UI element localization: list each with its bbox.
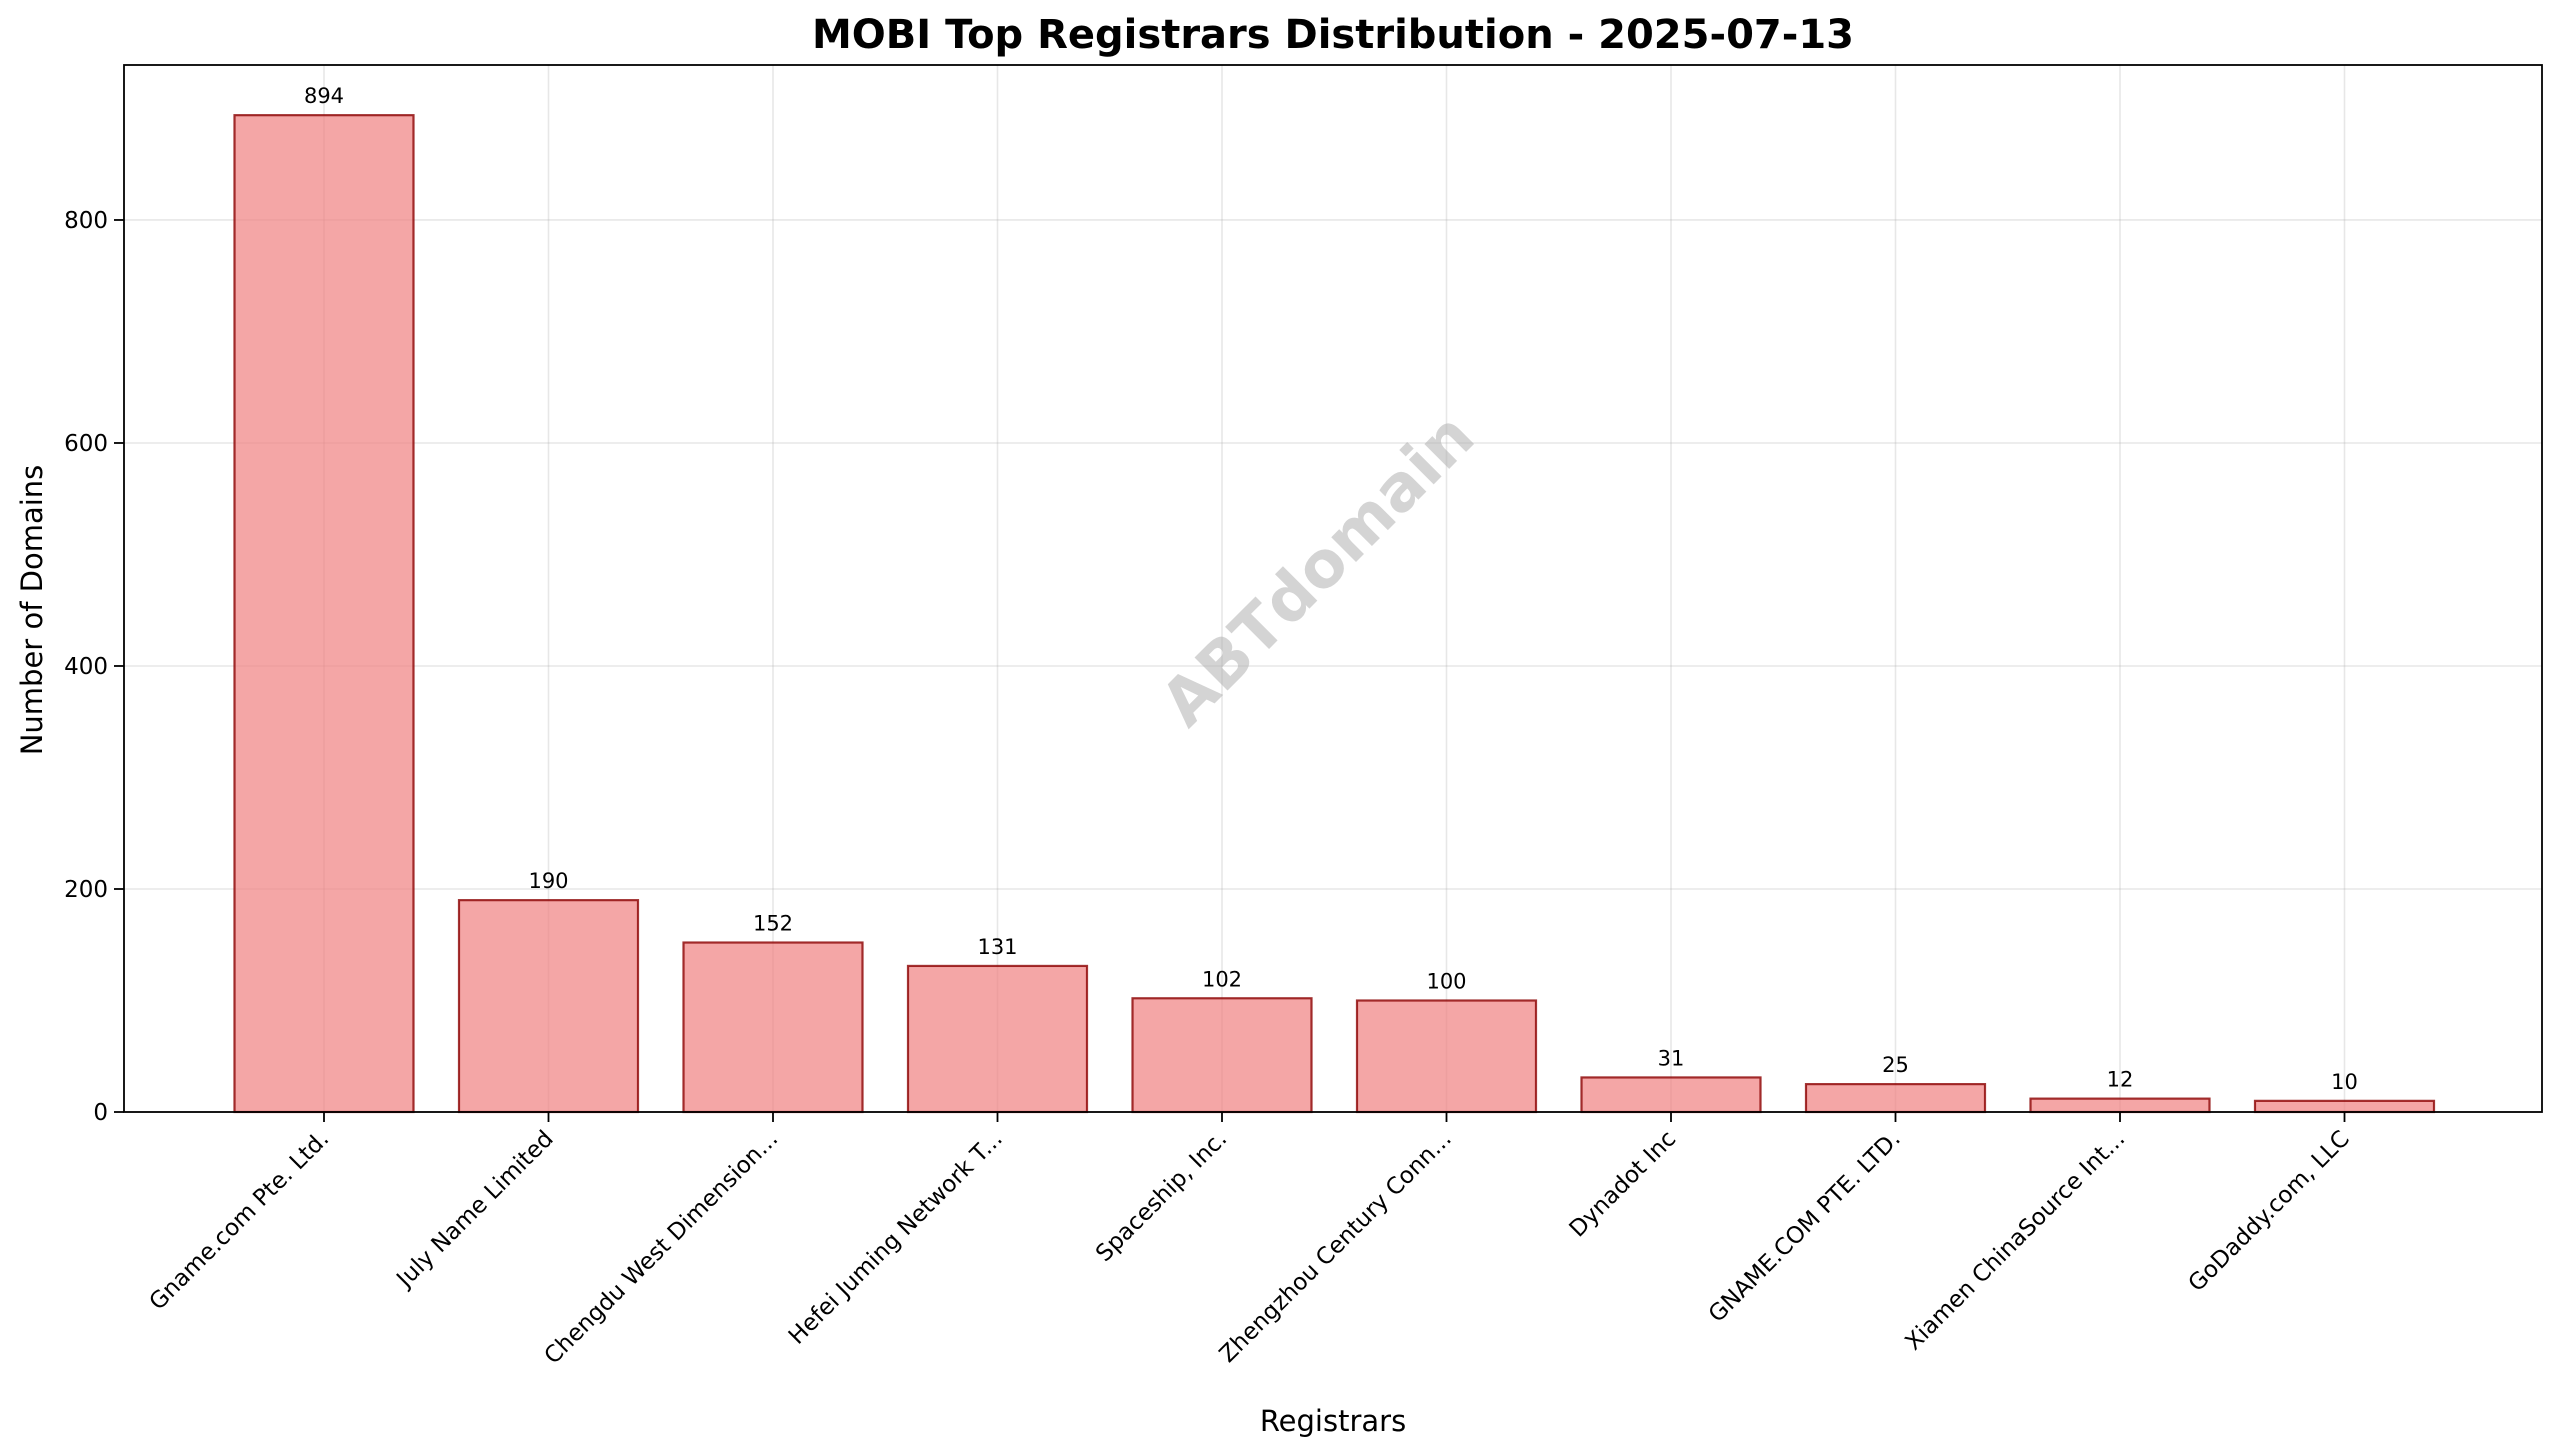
x-tick-label: Xiamen ChinaSource Int... bbox=[1900, 1126, 2130, 1356]
plot-frame bbox=[123, 64, 2543, 1113]
data-label: 102 bbox=[1202, 967, 1242, 991]
data-labels: 894 190 152 131 102 100 31 25 12 10 bbox=[304, 84, 2358, 1094]
data-label: 31 bbox=[1658, 1046, 1685, 1070]
bar bbox=[682, 941, 864, 1114]
x-tick-label: July Name Limited bbox=[391, 1126, 559, 1294]
bar bbox=[906, 964, 1089, 1114]
x-tick-label: Gname.com Pte. Ltd. bbox=[145, 1126, 335, 1316]
x-tick-label: Dynadot Inc bbox=[1565, 1126, 1682, 1243]
y-tick-label: 200 bbox=[64, 877, 108, 903]
data-label: 25 bbox=[1882, 1053, 1909, 1077]
y-axis-label: Number of Domains bbox=[15, 465, 49, 756]
data-label: 190 bbox=[528, 869, 568, 893]
bars bbox=[233, 114, 2436, 1114]
x-axis: Gname.com Pte. Ltd. July Name LimitedChen… bbox=[145, 1112, 2355, 1369]
x-tick-label: Zhengzhou Century Conn... bbox=[1215, 1126, 1457, 1368]
data-label: 131 bbox=[977, 935, 1017, 959]
data-label: 152 bbox=[753, 912, 793, 936]
bar bbox=[1355, 999, 1538, 1114]
x-tick-label: GoDaddy.com, LLC bbox=[2184, 1126, 2355, 1297]
data-label: 894 bbox=[304, 84, 344, 108]
data-label: 10 bbox=[2331, 1070, 2358, 1094]
y-tick-label: 400 bbox=[64, 654, 108, 680]
x-tick-label: Chengdu West Dimension... bbox=[540, 1126, 784, 1370]
bar bbox=[1580, 1076, 1762, 1114]
bar bbox=[233, 114, 415, 1114]
bar bbox=[2253, 1099, 2436, 1114]
bar bbox=[2029, 1097, 2211, 1114]
chart-title: MOBI Top Registrars Distribution - 2025-… bbox=[812, 12, 1854, 58]
data-label: 100 bbox=[1426, 969, 1466, 993]
x-tick-label: Spaceship, Inc. bbox=[1091, 1126, 1232, 1267]
bar bbox=[457, 899, 640, 1114]
watermark: ABTdomain bbox=[1147, 399, 1489, 741]
y-tick-label: 600 bbox=[64, 431, 108, 457]
x-tick-label: Hefei Juming Network T... bbox=[784, 1126, 1008, 1350]
bar bbox=[1131, 997, 1313, 1114]
data-label: 12 bbox=[2107, 1068, 2134, 1092]
y-tick-label: 0 bbox=[93, 1100, 108, 1126]
x-axis-label: Registrars bbox=[1260, 1404, 1406, 1438]
bar bbox=[1804, 1083, 1987, 1114]
x-tick-label: GNAME.COM PTE. LTD. bbox=[1704, 1126, 1906, 1328]
y-axis: 0 200 400 600 800 bbox=[64, 208, 124, 1126]
y-tick-label: 800 bbox=[64, 208, 108, 234]
